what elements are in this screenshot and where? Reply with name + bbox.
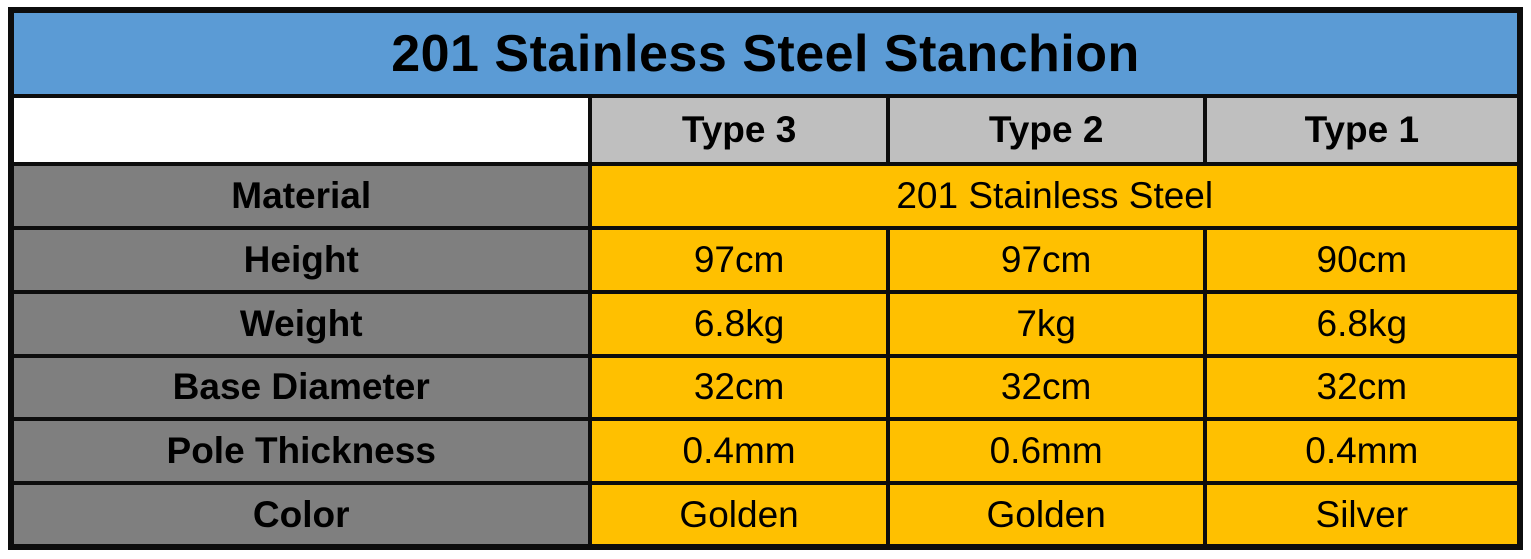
stanchion-spec-table: 201 Stainless Steel Stanchion Type 3 Typ…	[8, 7, 1523, 550]
cell-material-merged: 201 Stainless Steel	[588, 162, 1522, 230]
cell-base-diameter-type3: 32cm	[588, 353, 890, 422]
table-row-height: Height 97cm 97cm 90cm	[8, 225, 1523, 294]
row-label-pole-thickness: Pole Thickness	[8, 417, 593, 486]
row-label-color: Color	[8, 481, 593, 549]
table-title: 201 Stainless Steel Stanchion	[9, 7, 1522, 99]
cell-color-type1: Silver	[1202, 481, 1523, 549]
cell-base-diameter-type1: 32cm	[1202, 353, 1523, 422]
table-header-row: Type 3 Type 2 Type 1	[8, 94, 1523, 167]
header-type-1: Type 1	[1202, 94, 1523, 167]
cell-weight-type3: 6.8kg	[588, 289, 890, 358]
row-label-base-diameter: Base Diameter	[8, 353, 593, 422]
header-type-2: Type 2	[885, 94, 1207, 167]
cell-pole-thickness-type2: 0.6mm	[885, 417, 1207, 486]
cell-height-type1: 90cm	[1202, 225, 1523, 294]
table-row-weight: Weight 6.8kg 7kg 6.8kg	[8, 289, 1523, 358]
row-label-height: Height	[8, 225, 593, 294]
cell-weight-type1: 6.8kg	[1202, 289, 1523, 358]
table-row-color: Color Golden Golden Silver	[8, 481, 1523, 549]
cell-height-type2: 97cm	[885, 225, 1207, 294]
cell-color-type3: Golden	[588, 481, 890, 549]
cell-height-type3: 97cm	[588, 225, 890, 294]
header-type-3: Type 3	[588, 94, 890, 167]
table-row-base-diameter: Base Diameter 32cm 32cm 32cm	[8, 353, 1523, 422]
table-row-pole-thickness: Pole Thickness 0.4mm 0.6mm 0.4mm	[8, 417, 1523, 486]
cell-weight-type2: 7kg	[885, 289, 1207, 358]
table-title-row: 201 Stainless Steel Stanchion	[9, 7, 1522, 99]
table-row-material: Material 201 Stainless Steel	[8, 162, 1522, 230]
row-label-material: Material	[8, 162, 593, 230]
row-label-weight: Weight	[8, 289, 593, 358]
header-empty-cell	[8, 94, 593, 167]
cell-pole-thickness-type3: 0.4mm	[588, 417, 890, 486]
cell-base-diameter-type2: 32cm	[885, 353, 1207, 422]
cell-pole-thickness-type1: 0.4mm	[1202, 417, 1523, 486]
cell-color-type2: Golden	[885, 481, 1207, 549]
